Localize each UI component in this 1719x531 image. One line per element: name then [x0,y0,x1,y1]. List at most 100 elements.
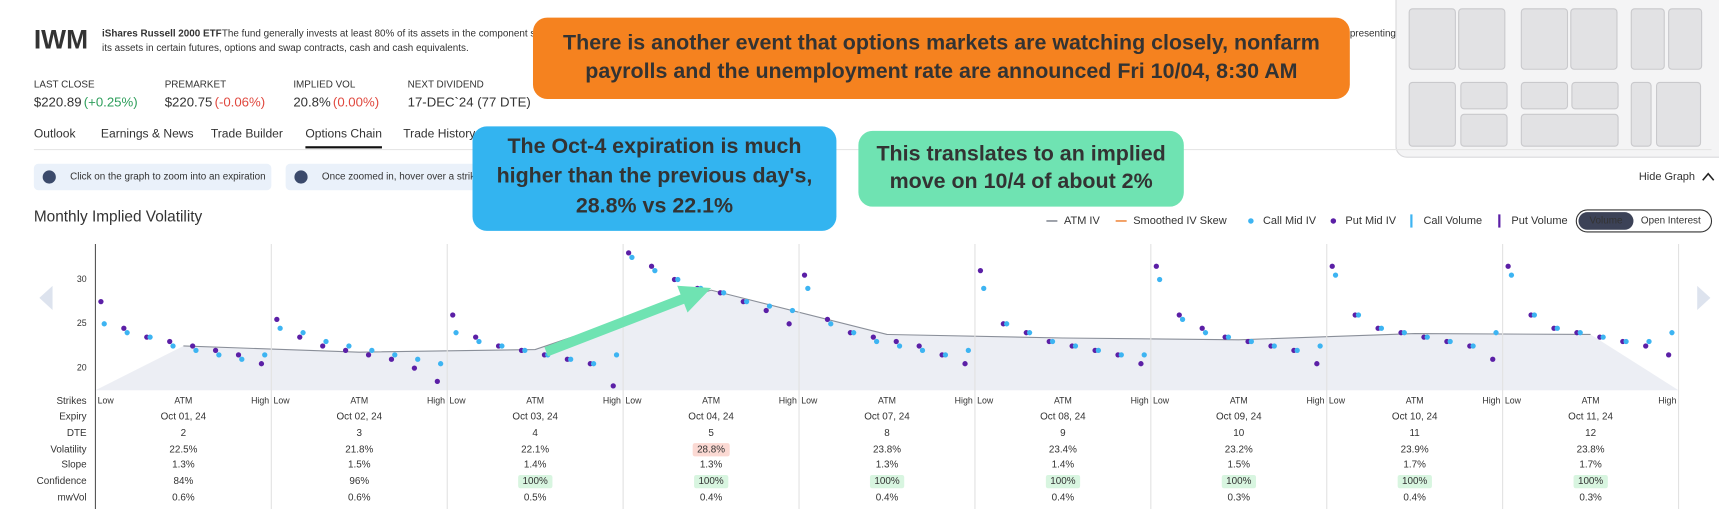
put-iv-dot [1199,325,1205,331]
strike-low: Low [1329,396,1346,406]
thumbnail [1571,81,1619,110]
volatility: 23.9% [1401,444,1429,455]
call-iv-dot [1531,312,1538,318]
dte: 10 [1233,428,1244,439]
put-iv-dot [190,343,196,349]
callout-text: move on 10/4 of about 2% [890,169,1153,193]
dte: 9 [1060,428,1066,439]
strike-low: Low [801,396,818,406]
call-iv-dot [789,307,796,314]
call-iv-dot [629,254,635,260]
confidence: 100% [1226,476,1251,487]
call-iv-dot [1401,330,1407,336]
row-label: Confidence [37,476,87,487]
put-iv-dot [320,343,326,349]
put-iv-dot [450,312,456,318]
call-iv-dot [896,343,903,349]
strike-atm: ATM [350,396,368,406]
tab[interactable]: Options Chain [305,126,382,140]
nav-prev[interactable] [39,285,53,311]
stat-value: $220.75 (-0.06%) [165,95,265,110]
nav-next[interactable] [1697,285,1711,311]
expiry: Oct 09, 24 [1216,411,1262,422]
call-iv-dot [1049,338,1056,345]
volatility: 22.1% [521,444,549,455]
expiry: Oct 11, 24 [1568,411,1613,422]
strike-low: Low [98,396,115,406]
thumbnail [1630,8,1665,70]
call-iv-dot [1271,343,1277,349]
stat-price: $220.75 [165,95,213,110]
mwvol: 0.4% [1052,493,1075,504]
call-iv-dot [1072,343,1079,349]
atm-line [183,289,1591,353]
put-iv-dot [893,338,899,345]
call-iv-dot [1508,272,1515,278]
call-iv-dot [124,330,130,336]
strike-atm: ATM [702,396,720,406]
dte: 3 [357,428,363,439]
stat-label: PREMARKET [165,79,226,90]
strike-high: High [779,396,797,406]
volatility: 22.5% [169,444,197,455]
strike-high: High [251,396,269,406]
strike-low: Low [1153,396,1170,406]
legend-label: Put Mid IV [1345,215,1396,227]
call-iv-dot [522,347,528,354]
confidence-highlight [1221,475,1257,489]
call-iv-dot [1669,330,1675,336]
call-iv-dot [1141,352,1147,358]
tab-underline [305,146,382,149]
hint-icon [42,170,56,184]
strike-low: Low [449,396,466,406]
put-iv-dot [1153,263,1159,269]
put-iv-dot [121,325,127,331]
thumbnail [1570,8,1618,70]
call-iv-dot [499,343,505,349]
strike-high: High [1306,396,1324,406]
hide-graph-chevron [1702,172,1715,181]
toggle-option[interactable]: Open Interest [1641,216,1701,227]
slope: 1.3% [172,460,195,471]
strike-high: High [603,396,621,406]
call-iv-dot [1004,321,1010,327]
strike-low: Low [977,396,994,406]
thumbnail [1630,81,1652,147]
hide-graph[interactable]: Hide Graph [1639,171,1695,183]
confidence-highlight [518,475,553,489]
volatility: 28.8% [697,444,725,455]
description: The fund generally invests at least 80% … [222,29,551,40]
tab[interactable]: Trade History [403,126,476,140]
call-iv-dot [239,356,245,362]
slope: 1.7% [1579,460,1602,471]
slope: 1.5% [1228,460,1251,471]
row-label: mwVol [58,493,87,504]
volatility: 23.4% [1049,444,1077,455]
mwvol: 0.6% [172,493,195,504]
tab[interactable]: Earnings & News [101,126,194,140]
thumbnail [1656,81,1702,147]
call-iv-dot [1378,325,1385,331]
put-iv-dot [1490,356,1496,362]
toggle-option[interactable]: Volume [1590,216,1623,227]
call-iv-dot [147,334,153,340]
put-iv-dot [1505,263,1511,269]
dte: 5 [708,428,714,439]
tab[interactable]: Trade Builder [211,126,283,140]
confidence: 100% [523,476,548,487]
call-iv-dot [873,338,880,345]
put-iv-dot [434,378,440,385]
callout-text: 28.8% vs 22.1% [576,193,733,217]
call-iv-dot [652,268,658,274]
strike-low: Low [625,396,642,406]
volatility: 23.8% [1577,444,1605,455]
strike-atm: ATM [1230,396,1248,406]
toggle-active [1578,212,1634,230]
stat-label: NEXT DIVIDEND [408,79,484,90]
call-iv-dot [262,352,268,358]
call-iv-dot [1355,312,1362,318]
legend-label: Smoothed IV Skew [1133,215,1226,227]
hint-text: Click on the graph to zoom into an expir… [70,172,265,183]
tab[interactable]: Outlook [34,126,77,140]
